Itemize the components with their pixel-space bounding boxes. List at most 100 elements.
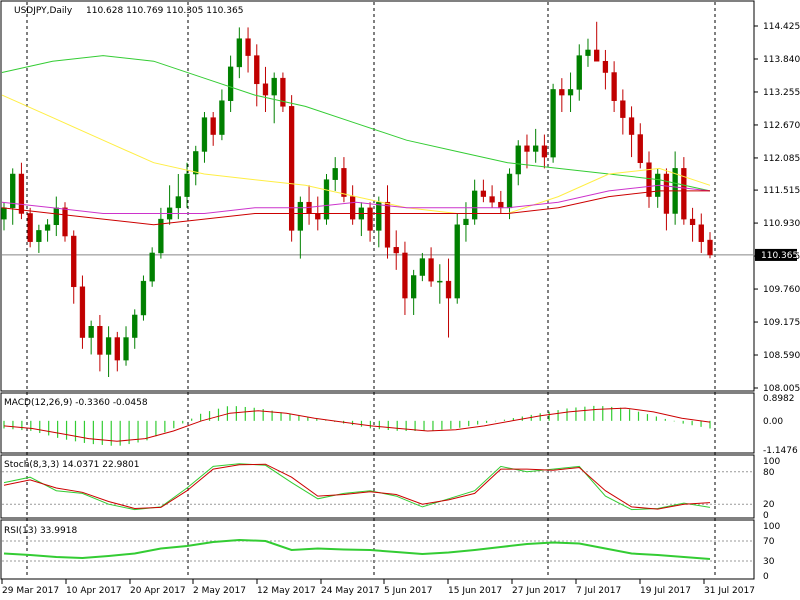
candle-body bbox=[140, 280, 147, 316]
date-tick-label: 10 Apr 2017 bbox=[66, 586, 122, 596]
stoch-tick-label: 0 bbox=[763, 511, 769, 521]
chart-header-symbol: USDJPY,Daily bbox=[14, 6, 73, 16]
candle-body bbox=[472, 190, 478, 220]
candle-body bbox=[707, 239, 713, 256]
date-tick-label: 19 Jul 2017 bbox=[640, 586, 691, 596]
macd-tick-label: 0.8982 bbox=[763, 394, 795, 404]
candle-body bbox=[428, 258, 434, 282]
candle-body bbox=[149, 252, 155, 282]
candle-body bbox=[271, 77, 277, 96]
rsi-tick-label: 70 bbox=[763, 537, 775, 547]
price-panel[interactable] bbox=[0, 0, 755, 392]
date-tick-label: 15 Jun 2017 bbox=[448, 586, 502, 596]
candle-body bbox=[411, 275, 417, 299]
candle-body bbox=[393, 247, 399, 254]
price-tick-label: 108.590 bbox=[763, 351, 800, 361]
candle-body bbox=[541, 145, 548, 158]
date-tick-label: 12 May 2017 bbox=[257, 586, 316, 596]
candle-body bbox=[254, 55, 260, 85]
candle-body bbox=[175, 196, 181, 209]
candle-body bbox=[79, 286, 86, 338]
macd-label: MACD(12,26,9) -0.3360 -0.0458 bbox=[4, 398, 148, 408]
candle-body bbox=[114, 337, 120, 361]
price-tick-label: 113.840 bbox=[763, 55, 800, 65]
candle-body bbox=[53, 207, 59, 226]
candle-body bbox=[559, 89, 565, 96]
candle-body bbox=[71, 235, 77, 288]
candle-body bbox=[437, 280, 443, 283]
candle-body bbox=[236, 38, 242, 68]
date-tick-label: 2 May 2017 bbox=[193, 586, 246, 596]
date-tick-label: 31 Jul 2017 bbox=[704, 586, 755, 596]
candle-body bbox=[637, 134, 643, 163]
candle-body bbox=[454, 224, 460, 299]
stoch-tick-label: 100 bbox=[763, 457, 780, 467]
candle-body bbox=[201, 117, 208, 152]
ma-green-line bbox=[1, 55, 711, 192]
candle-body bbox=[62, 207, 68, 237]
current-price-label: 110.365 bbox=[761, 251, 798, 261]
candle-body bbox=[689, 218, 696, 226]
stoch-signal-line bbox=[3, 463, 711, 510]
stoch-tick-label: 80 bbox=[763, 468, 775, 478]
candle-body bbox=[419, 258, 426, 276]
candle-body bbox=[36, 230, 42, 242]
price-tick-label: 114.425 bbox=[763, 22, 800, 32]
macd-tick-label: -1.1476 bbox=[763, 446, 798, 456]
candle-body bbox=[506, 173, 513, 209]
rsi-line bbox=[3, 538, 711, 560]
candle-body bbox=[132, 314, 138, 338]
candle-body bbox=[184, 173, 190, 197]
current-price-badge bbox=[755, 248, 797, 261]
candle-body bbox=[27, 213, 33, 242]
candle-body bbox=[332, 168, 338, 180]
chart-header-ohlc: 110.628 110.769 110.305 110.365 bbox=[86, 6, 243, 16]
stoch-main-line bbox=[3, 463, 711, 511]
candle-body bbox=[323, 179, 330, 220]
ma-red-line bbox=[1, 190, 710, 226]
candle-body bbox=[445, 280, 452, 299]
candle-body bbox=[384, 201, 391, 248]
stoch-label: Stoch(8,3,3) 14.0371 22.9801 bbox=[4, 460, 139, 470]
candle-body bbox=[463, 218, 469, 226]
candle-body bbox=[227, 66, 234, 101]
candle-body bbox=[280, 77, 286, 107]
candle-body bbox=[533, 145, 539, 152]
candle-body bbox=[315, 213, 321, 220]
ma-yellow-line bbox=[1, 94, 711, 214]
rsi-label: RSI(13) 33.9918 bbox=[4, 526, 77, 536]
candle-body bbox=[550, 89, 556, 158]
candle-body bbox=[611, 72, 617, 101]
candle-body bbox=[367, 207, 373, 231]
candle-body bbox=[123, 337, 129, 361]
candle-body bbox=[498, 201, 504, 209]
candle-body bbox=[376, 201, 382, 231]
date-tick-label: 24 May 2017 bbox=[321, 586, 380, 596]
candle-body bbox=[585, 49, 591, 56]
candle-body bbox=[698, 224, 704, 242]
candle-body bbox=[489, 196, 495, 203]
candle-body bbox=[88, 326, 94, 338]
rsi-panel[interactable] bbox=[0, 519, 755, 580]
candle-body bbox=[402, 252, 408, 299]
date-tick-label: 5 Jun 2017 bbox=[384, 586, 432, 596]
candle-body bbox=[620, 100, 626, 118]
candle-body bbox=[663, 173, 670, 214]
price-tick-label: 111.515 bbox=[763, 186, 800, 196]
macd-panel[interactable] bbox=[0, 392, 755, 454]
price-tick-label: 108.005 bbox=[763, 384, 800, 394]
candle-body bbox=[105, 337, 112, 355]
price-tick-label: 113.255 bbox=[763, 88, 800, 98]
candle-body bbox=[297, 201, 303, 231]
price-tick-label: 112.085 bbox=[763, 154, 800, 164]
candle-body bbox=[1, 207, 7, 220]
candle-body bbox=[288, 106, 295, 231]
candle-body bbox=[341, 168, 347, 197]
price-tick-label: 112.670 bbox=[763, 121, 800, 131]
candle-body bbox=[567, 89, 574, 96]
candle-body bbox=[576, 55, 582, 90]
stoch-tick-label: 20 bbox=[763, 500, 775, 510]
candle-body bbox=[44, 224, 51, 231]
rsi-tick-label: 100 bbox=[763, 522, 780, 532]
